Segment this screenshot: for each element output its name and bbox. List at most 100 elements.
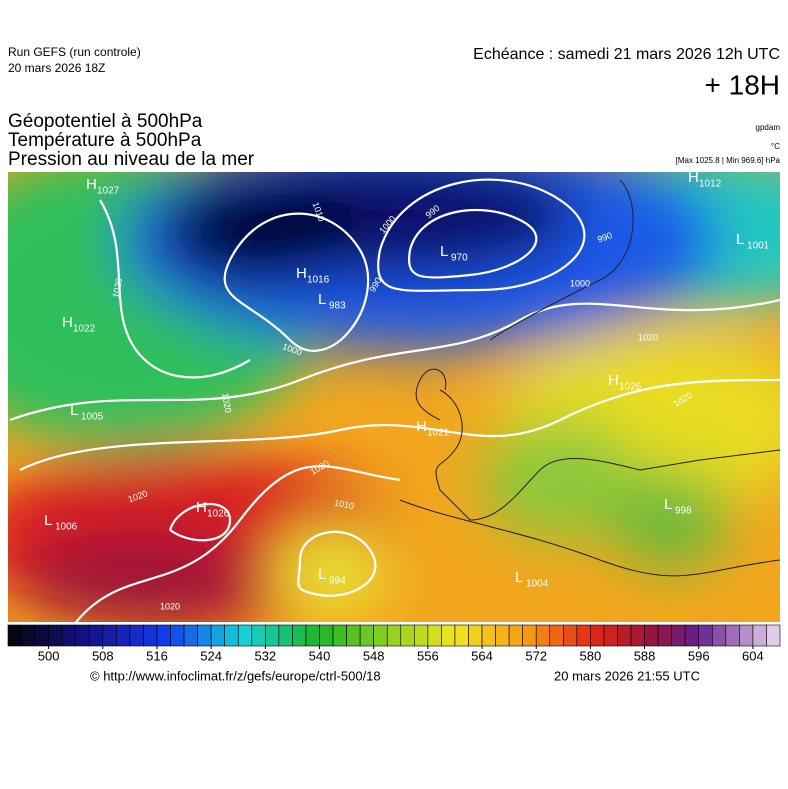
colorbar-swatch — [644, 624, 659, 647]
colorbar-tick-label: 548 — [363, 648, 385, 663]
center-value: 1006 — [55, 522, 78, 533]
title: Géopotentiel à 500hPa — [8, 111, 203, 132]
colorbar-swatch — [657, 624, 672, 647]
center-kind: H — [688, 169, 699, 186]
colorbar-swatch — [251, 624, 266, 647]
colorbar-swatch — [576, 624, 591, 647]
contour-label: 1020 — [160, 601, 180, 611]
colorbar-swatch — [278, 624, 293, 647]
run-date: 20 mars 2026 18Z — [8, 61, 105, 75]
map — [8, 172, 780, 622]
contour-label: 1020 — [638, 332, 658, 342]
colorbar-tick-label: 580 — [580, 648, 602, 663]
colorbar-swatch — [400, 624, 415, 647]
generated: 20 mars 2026 21:55 UTC — [554, 668, 700, 683]
colorbar-swatch — [630, 624, 645, 647]
colorbar-swatch — [319, 624, 334, 647]
colorbar-swatch — [752, 624, 767, 647]
center-value: 1001 — [747, 241, 770, 252]
colorbar-swatch — [522, 624, 537, 647]
center-kind: L — [318, 566, 326, 583]
colorbar-swatch — [454, 624, 469, 647]
colorbar-swatch — [386, 624, 402, 647]
colorbar-swatch — [183, 624, 198, 647]
center-kind: L — [318, 291, 326, 308]
title: Température à 500hPa — [8, 130, 202, 151]
unit: [Max 1025.8 | Min 969.6] hPa — [676, 156, 781, 165]
center-kind: L — [664, 496, 672, 513]
colorbar-swatch — [7, 624, 22, 647]
colorbar-swatch — [427, 624, 442, 647]
colorbar-swatch — [414, 624, 429, 647]
colorbar-swatch — [359, 624, 374, 647]
center-kind: H — [196, 499, 207, 516]
colorbar-tick-label: 516 — [146, 648, 168, 663]
contour-label: 1020 — [220, 392, 233, 413]
center-kind: H — [296, 265, 307, 282]
colorbar-tick-label: 564 — [471, 648, 493, 663]
colorbar-swatch — [116, 624, 131, 647]
colorbar-swatch — [129, 624, 144, 647]
center-value: 1012 — [699, 179, 722, 190]
unit: °C — [771, 142, 780, 151]
colorbar-swatch — [508, 624, 523, 647]
colorbar-tick-label: 604 — [742, 648, 764, 663]
colorbar-swatch — [495, 624, 510, 647]
center-value: 1027 — [97, 186, 120, 197]
colorbar-swatch — [170, 624, 185, 647]
colorbar-tick-label: 596 — [688, 648, 710, 663]
colorbar-tick-label: 500 — [38, 648, 60, 663]
run-label: Run GEFS (run controle) — [8, 45, 141, 59]
colorbar-swatch — [346, 624, 361, 647]
colorbar-tick-label: 572 — [525, 648, 547, 663]
colorbar-swatch — [373, 624, 388, 647]
colorbar-swatch — [590, 624, 605, 647]
center-value: 1004 — [526, 579, 549, 590]
colorbar-tick-label: 524 — [200, 648, 222, 663]
colorbar-swatch — [156, 624, 171, 647]
center-value: 970 — [451, 253, 468, 264]
colorbar-swatch — [224, 624, 239, 647]
contour-label: 1010 — [333, 498, 354, 511]
center-kind: H — [608, 372, 619, 389]
contour-label: 1000 — [570, 278, 590, 288]
contour-label: 990 — [596, 230, 614, 245]
colorbar-swatch — [481, 624, 496, 647]
center-kind: L — [44, 512, 52, 529]
colorbar-swatch — [441, 624, 456, 647]
colorbar-swatch — [725, 624, 740, 647]
colorbar-tick-label: 532 — [254, 648, 276, 663]
center-kind: H — [416, 418, 427, 435]
colorbar-swatch — [549, 624, 564, 647]
colorbar-tick-label: 556 — [417, 648, 439, 663]
contour-label: 1020 — [111, 277, 124, 298]
colorbar-tick-label: 508 — [92, 648, 114, 663]
center-kind: L — [440, 243, 448, 260]
colorbar-swatch — [210, 624, 226, 647]
colorbar: 500 508 516 524 532 540 548 556 564 572 580 588 596 6… — [7, 624, 781, 663]
center-value: 994 — [329, 576, 346, 587]
colorbar-swatch — [292, 624, 307, 647]
center-kind: H — [62, 314, 73, 331]
colorbar-swatch — [48, 624, 63, 647]
colorbar-swatch — [684, 624, 700, 647]
colorbar-swatch — [739, 624, 754, 647]
center-kind: H — [86, 176, 97, 193]
center-value: 1026 — [207, 509, 230, 520]
colorbar-swatch — [562, 624, 578, 647]
colorbar-swatch — [143, 624, 158, 647]
center-value: 1005 — [81, 412, 104, 423]
colorbar-swatch — [766, 624, 781, 647]
center-value: 1026 — [619, 382, 642, 393]
center-value: 1016 — [307, 275, 330, 286]
offset: + 18H — [705, 69, 781, 100]
colorbar-swatch — [698, 624, 713, 647]
colorbar-swatch — [671, 624, 686, 647]
colorbar-tick-label: 588 — [634, 648, 656, 663]
colorbar-swatch — [535, 624, 551, 647]
center-kind: L — [515, 569, 523, 586]
colorbar-swatch — [237, 624, 253, 647]
center-kind: L — [736, 231, 744, 248]
colorbar-swatch — [305, 624, 320, 647]
